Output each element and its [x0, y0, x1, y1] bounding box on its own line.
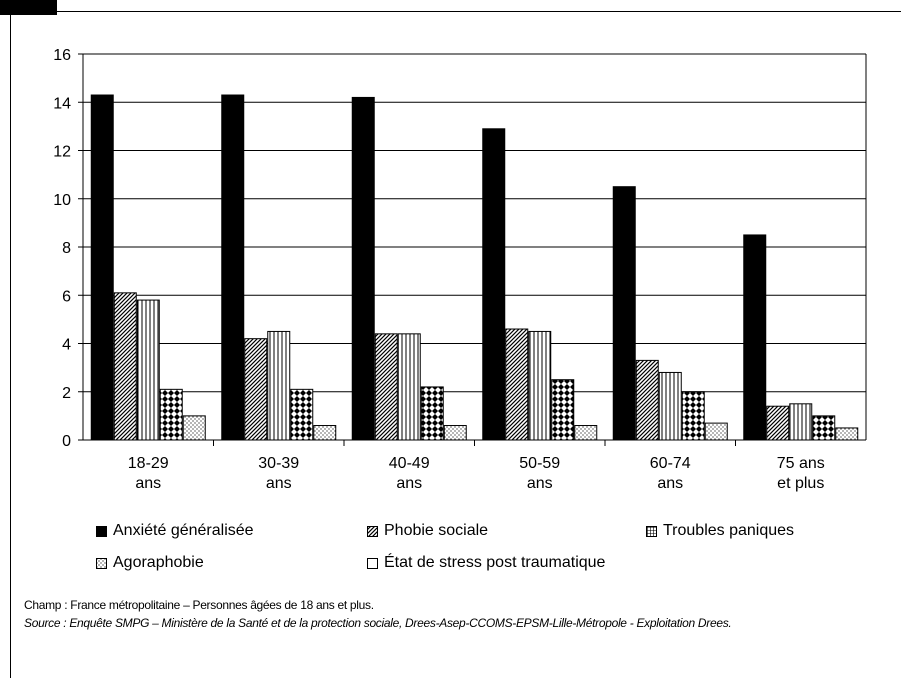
- bar-empty: [658, 371, 682, 441]
- bar-chart: 0 2 4 6 8 10 12 14 16 18-29 ans 30-39 ans 40-49 ans 50-…: [53, 47, 867, 492]
- bar-checker: [681, 391, 705, 441]
- x-tick-label: et plus: [777, 475, 824, 492]
- x-tick-label: ans: [266, 475, 292, 492]
- note-source: Source : Enquête SMPG – Ministère de la …: [24, 616, 732, 630]
- bar-empty: [789, 403, 813, 441]
- figure-corner-tab: [0, 0, 57, 15]
- legend-label: Agoraphobie: [113, 554, 204, 571]
- x-tick-label: 40-49: [389, 455, 430, 472]
- bar-empty: [528, 330, 552, 441]
- x-tick-label: ans: [657, 475, 683, 492]
- x-tick-label: 75 ans: [777, 455, 825, 472]
- y-tick-label: 8: [62, 240, 71, 257]
- legend-item-stress-post-traumatique: État de stress post traumatique: [367, 554, 605, 572]
- bar-diagonal: [635, 359, 659, 441]
- figure-top-rule: [57, 11, 901, 12]
- bar-checker: [812, 415, 836, 441]
- bar-empty: [397, 333, 421, 441]
- bar-diagonal: [766, 405, 790, 441]
- legend-swatch-dots: [96, 557, 107, 569]
- bar-solid: [90, 94, 114, 441]
- figure-left-rule: [10, 12, 11, 678]
- legend-label: Phobie sociale: [384, 522, 489, 539]
- bar-checker: [551, 379, 575, 441]
- bar-solid: [482, 128, 506, 441]
- legend-item-phobie-sociale: Phobie sociale: [367, 522, 488, 540]
- legend-label: Troubles paniques: [663, 522, 795, 539]
- y-tick-label: 14: [53, 95, 71, 112]
- legend-item-anxiete: Anxiété généralisée: [96, 522, 254, 540]
- legend-swatch-solid: [96, 525, 107, 537]
- bar-solid: [743, 234, 767, 441]
- legend-item-agoraphobie: Agoraphobie: [96, 554, 204, 572]
- legend-label: Anxiété généralisée: [113, 522, 254, 539]
- legend-item-troubles-paniques: Troubles paniques: [646, 522, 794, 540]
- axes: 0 2 4 6 8 10 12 14 16 18-29 ans 30-39 ans 40-49 ans 50-…: [53, 47, 867, 492]
- gridlines: [83, 53, 866, 393]
- y-tick-label: 12: [53, 144, 71, 161]
- note-champ: Champ : France métropolitaine – Personne…: [24, 598, 374, 612]
- bar-empty: [267, 330, 291, 441]
- x-tick-label: 60-74: [650, 455, 691, 472]
- bar-diagonal: [113, 292, 137, 441]
- bar-checker: [420, 386, 444, 441]
- bar-dots: [182, 415, 206, 441]
- y-tick-label: 4: [62, 337, 71, 354]
- y-tick-label: 2: [62, 385, 71, 402]
- x-tick-label: 50-59: [519, 455, 560, 472]
- bar-dots: [443, 425, 467, 441]
- y-tick-label: 6: [62, 288, 71, 305]
- y-tick-label: 10: [53, 192, 71, 209]
- x-tick-label: ans: [135, 475, 161, 492]
- x-tick-label: ans: [527, 475, 553, 492]
- bar-solid: [351, 96, 375, 441]
- legend-swatch-empty: [367, 557, 378, 569]
- bar-dots: [574, 425, 598, 441]
- bar-solid: [612, 186, 636, 441]
- legend-label: État de stress post traumatique: [384, 554, 606, 571]
- legend-swatch-diagonal: [367, 525, 378, 537]
- bar-empty: [136, 299, 160, 441]
- bar-dots: [835, 427, 859, 441]
- figure-notes: Champ : France métropolitaine – Personne…: [24, 596, 894, 632]
- bar-solid: [221, 94, 245, 441]
- x-tick-label: ans: [396, 475, 422, 492]
- y-tick-label: 0: [62, 433, 71, 450]
- y-tick-label: 16: [53, 47, 71, 64]
- bars: [90, 94, 859, 441]
- bar-diagonal: [244, 338, 268, 441]
- bar-diagonal: [505, 328, 529, 441]
- x-tick-label: 30-39: [258, 455, 299, 472]
- bar-checker: [290, 388, 314, 441]
- bar-dots: [313, 425, 337, 441]
- bar-diagonal: [374, 333, 398, 441]
- bar-checker: [159, 388, 183, 441]
- bar-dots: [704, 422, 728, 441]
- x-tick-label: 18-29: [128, 455, 169, 472]
- legend-swatch-grid: [646, 525, 657, 537]
